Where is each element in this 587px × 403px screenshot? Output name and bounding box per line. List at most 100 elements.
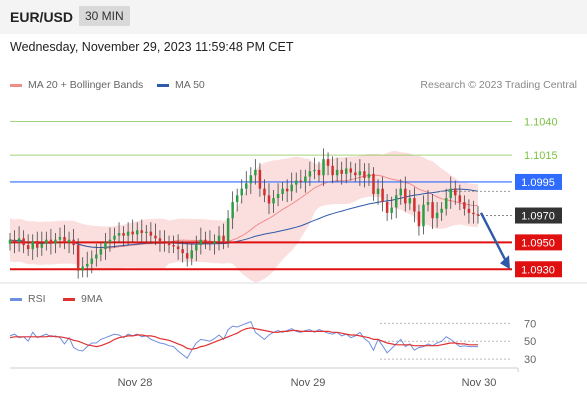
candle-body [8, 239, 12, 244]
candle-body [444, 198, 448, 209]
candle-body [240, 188, 243, 196]
candle-body [399, 188, 403, 196]
candle-body [272, 198, 275, 204]
candle-body [122, 232, 125, 236]
candle-body [299, 180, 303, 182]
timestamp: Wednesday, November 29, 2023 11:59:48 PM… [10, 40, 294, 54]
candle-body [358, 171, 362, 176]
candle-body [199, 239, 203, 246]
projection-arrow-head [500, 255, 510, 270]
candle-body [394, 195, 398, 208]
candle-body [222, 235, 225, 242]
candle-body [245, 183, 248, 189]
candle-body [131, 231, 134, 235]
x-tick-label: Nov 28 [118, 377, 153, 389]
candle-body [63, 237, 66, 243]
rsi-tick-label: 30 [524, 354, 536, 366]
candle-body [354, 172, 357, 176]
header-bar: EUR/USD 30 MIN [0, 0, 587, 34]
candle-body [335, 169, 339, 176]
level-label-1-0995: 1.0995 [521, 177, 555, 189]
candle-body [263, 188, 266, 196]
timeframe-badge[interactable]: 30 MIN [79, 6, 130, 26]
candle-body [126, 231, 130, 236]
candle-body [40, 243, 44, 248]
candle-body [145, 231, 148, 233]
candle-body [85, 263, 89, 267]
level-tag-1-0950 [515, 234, 562, 251]
candle-body [363, 171, 366, 178]
candle-body [45, 239, 48, 244]
ma20-swatch [10, 83, 22, 87]
candle-body [367, 173, 371, 178]
bollinger-band [10, 151, 478, 283]
candle-body [376, 188, 380, 195]
candle-body [317, 169, 321, 176]
legend-ma9: 9MA [63, 293, 103, 305]
ma9-swatch [63, 297, 75, 301]
candle-body [344, 168, 348, 174]
candle-body [185, 253, 189, 259]
level-label-1-0970: 1.0970 [521, 211, 555, 223]
rsi-line [9, 320, 478, 359]
legend-ma20: MA 20 + Bollinger Bands [10, 79, 143, 91]
candle-body [472, 212, 475, 215]
candle-body [440, 208, 443, 213]
candle-body [49, 239, 53, 244]
ma50-label: MA 50 [175, 79, 205, 91]
candle-body [413, 198, 416, 212]
candle-body [217, 235, 221, 242]
ma9-label: 9MA [81, 293, 103, 305]
candle-body [208, 241, 212, 244]
candle-body [58, 237, 62, 240]
candle-body [36, 241, 39, 248]
credit-text: Research © 2023 Trading Central [420, 79, 577, 91]
currency-pair: EUR/USD [10, 9, 74, 25]
candle-body [31, 241, 34, 250]
candle-body [404, 188, 407, 204]
candle-body [322, 159, 325, 176]
candle-body [349, 168, 353, 173]
candle-body [435, 212, 439, 219]
legend-rsi: RSI [10, 293, 46, 305]
candle-body [390, 207, 393, 213]
candle-body [90, 258, 94, 264]
candle-body [176, 246, 180, 250]
candle-body [154, 235, 157, 239]
candle-body [181, 249, 184, 254]
candle-body [426, 202, 430, 205]
candle-body [204, 239, 207, 242]
candle-body [449, 188, 452, 199]
legend-ma50: MA 50 [157, 79, 205, 91]
level-tag-1-0970 [515, 207, 562, 224]
candle-body [95, 254, 98, 259]
candle-body [22, 238, 25, 246]
x-tick-label: Nov 29 [291, 377, 326, 389]
level-label-1-1015: 1.1015 [524, 150, 558, 162]
candle-body [295, 180, 298, 185]
candle-body [381, 188, 384, 203]
candle-body [285, 188, 289, 192]
candle-body [67, 239, 71, 243]
candle-body [235, 195, 239, 203]
candle-body [276, 194, 280, 199]
candle-body [458, 195, 462, 203]
candle-body [281, 188, 284, 195]
candle-body [422, 204, 425, 227]
candle-body [290, 184, 293, 192]
ma50-swatch [157, 83, 169, 87]
candle-body [308, 171, 312, 177]
level-label-1-0930: 1.0930 [521, 264, 555, 276]
candle-body [254, 169, 257, 176]
ma20-label: MA 20 + Bollinger Bands [28, 79, 144, 91]
level-label-1-0950: 1.0950 [521, 237, 555, 249]
candle-body [417, 211, 421, 227]
projection-arrow-shaft [479, 212, 509, 264]
candle-body [213, 241, 216, 244]
candle-body [331, 165, 334, 176]
candle-body [195, 245, 198, 251]
candle-body [340, 169, 343, 174]
candle-body [431, 202, 434, 219]
candle-body [135, 230, 139, 235]
